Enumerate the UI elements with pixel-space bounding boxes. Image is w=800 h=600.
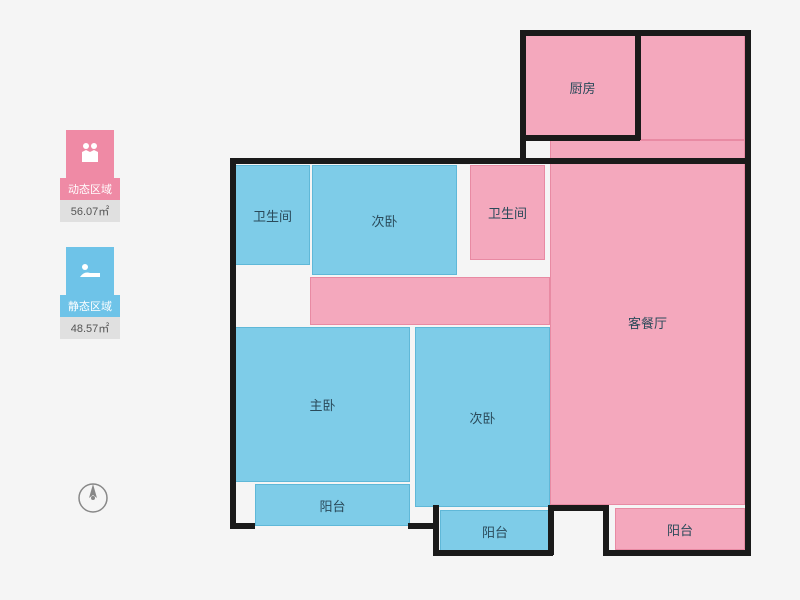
room-label-bathroom1: 卫生间 [253, 206, 292, 225]
room-bathroom2: 卫生间 [470, 165, 545, 260]
wall-segment [603, 550, 750, 556]
legend-dynamic-label: 动态区域 [60, 178, 120, 200]
legend-static: 静态区域 48.57㎡ [60, 247, 120, 339]
legend-panel: 动态区域 56.07㎡ 静态区域 48.57㎡ [60, 130, 120, 364]
legend-static-value: 48.57㎡ [60, 317, 120, 339]
wall-segment [230, 158, 236, 528]
room-label-bedroom2b: 次卧 [469, 408, 495, 427]
room-kitchen: 厨房 [525, 35, 640, 140]
room-living: 客餐厅 [550, 140, 745, 505]
wall-segment [230, 523, 255, 529]
room-bathroom1: 卫生间 [235, 165, 310, 265]
floorplan-container: 厨房卫生间次卧卫生间客餐厅主卧次卧阳台阳台阳台 [220, 30, 760, 570]
room-label-living: 客餐厅 [628, 313, 667, 332]
room-label-balcony1: 阳台 [319, 496, 345, 515]
room-balcony3: 阳台 [615, 508, 745, 550]
wall-segment [548, 505, 554, 555]
room-balcony2: 阳台 [440, 510, 550, 552]
room-bedroom2a: 次卧 [312, 165, 457, 275]
room-master: 主卧 [235, 327, 410, 482]
room-label-master: 主卧 [309, 395, 335, 414]
room-balcony1: 阳台 [255, 484, 410, 526]
wall-segment [745, 30, 751, 556]
room-bedroom2b: 次卧 [415, 327, 550, 507]
legend-dynamic-value: 56.07㎡ [60, 200, 120, 222]
wall-segment [433, 550, 553, 556]
room-hallway [310, 277, 550, 325]
legend-static-label: 静态区域 [60, 295, 120, 317]
legend-dynamic: 动态区域 56.07㎡ [60, 130, 120, 222]
wall-segment [520, 135, 640, 141]
wall-segment [635, 30, 641, 140]
room-label-bedroom2a: 次卧 [371, 211, 397, 230]
people-icon [66, 130, 114, 178]
room-livingtop [640, 35, 745, 140]
compass-icon [75, 480, 111, 521]
room-label-balcony2: 阳台 [482, 522, 508, 541]
rest-icon [66, 247, 114, 295]
room-label-kitchen: 厨房 [569, 78, 595, 97]
room-label-bathroom2: 卫生间 [488, 203, 527, 222]
wall-segment [230, 158, 750, 164]
wall-segment [433, 505, 439, 555]
wall-segment [603, 505, 609, 555]
room-label-balcony3: 阳台 [667, 520, 693, 539]
wall-segment [548, 505, 608, 511]
